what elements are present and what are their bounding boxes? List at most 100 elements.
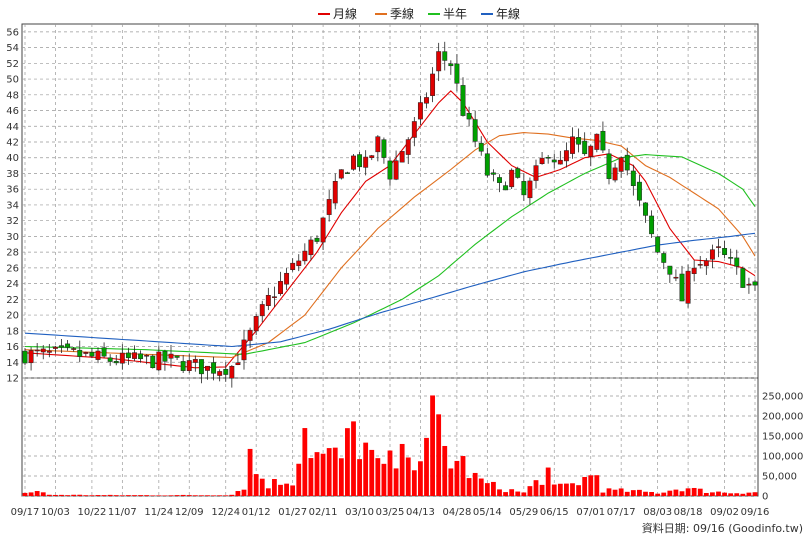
volume-bar (320, 453, 326, 496)
date-tick-label: 03/10 (345, 507, 374, 518)
date-tick-label: 11/24 (144, 507, 173, 518)
volume-bar (71, 494, 77, 496)
volume-bar (308, 458, 314, 496)
date-tick-label: 05/14 (473, 507, 502, 518)
volume-tick-label: 0 (762, 492, 768, 503)
date-tick-label: 06/15 (540, 507, 569, 518)
price-tick-label: 22 (6, 295, 19, 306)
price-tick-label: 16 (6, 342, 19, 353)
date-tick-label: 08/03 (643, 507, 672, 518)
volume-bar (570, 483, 575, 496)
candle-body (344, 172, 350, 174)
volume-bar (290, 485, 296, 496)
candle-body (180, 361, 186, 371)
volume-bars (22, 395, 758, 496)
volume-bar (156, 495, 162, 496)
volume-bar (405, 457, 411, 496)
candle-body (351, 155, 356, 170)
volume-bar (338, 458, 344, 496)
volume-bar (302, 428, 308, 496)
candle-body (132, 352, 137, 359)
volume-bar (278, 484, 283, 496)
price-tick-label: 56 (6, 27, 19, 38)
date-tick-label: 11/07 (108, 507, 137, 518)
volume-tick-label: 150,000 (762, 432, 803, 443)
volume-bar (576, 485, 581, 496)
volume-bar (582, 477, 588, 496)
candle-body (65, 343, 71, 348)
volume-bar (351, 421, 356, 496)
candle-body (752, 281, 758, 286)
candle-body (503, 185, 509, 191)
volume-bar (521, 492, 527, 496)
candle-body (436, 51, 442, 72)
volume-bar (624, 491, 630, 496)
volume-bar (53, 494, 58, 496)
volume-bar (533, 480, 539, 496)
volume-bar (89, 495, 95, 496)
candle-body (326, 199, 332, 215)
candle-body (709, 249, 715, 260)
ma-line-年線 (24, 232, 756, 348)
volume-bar (430, 395, 435, 496)
price-tick-label: 24 (6, 279, 19, 290)
candle-body (643, 202, 648, 216)
volume-bar (144, 495, 150, 496)
candle-body (83, 352, 89, 354)
candle-body (411, 121, 417, 138)
volume-bar (265, 488, 271, 496)
volume-bar (162, 495, 168, 496)
volume-bar (649, 492, 654, 496)
candle-body (174, 355, 180, 358)
price-tick-label: 30 (6, 232, 19, 243)
volume-bar (728, 493, 734, 496)
volume-bar (326, 448, 332, 496)
candle-body (265, 295, 271, 306)
candle-body (144, 355, 150, 357)
candle-body (551, 159, 557, 163)
volume-bar (679, 491, 685, 496)
candle-body (357, 154, 363, 168)
candle-body (655, 236, 661, 253)
candle-body (424, 97, 429, 104)
date-tick-label: 02/11 (309, 507, 338, 518)
date-tick-label: 03/25 (376, 507, 405, 518)
volume-bar (363, 442, 369, 496)
axis-labels: 12 14 16 18 20 22 24 26 28 30 32 34 36 38 40 42 44 46 48 50… (6, 27, 803, 518)
volume-bar (424, 437, 429, 496)
volume-bar (667, 490, 673, 496)
legend: 月線 季線 半年 年線 (318, 6, 520, 21)
candle-body (223, 369, 229, 375)
candle-body (399, 151, 405, 163)
volume-bar (716, 491, 721, 496)
volume-bar (539, 484, 545, 496)
price-tick-label: 40 (6, 153, 19, 164)
candle-body (734, 257, 740, 267)
legend-label: 半年 (443, 7, 467, 21)
candle-body (606, 153, 612, 179)
price-tick-label: 38 (6, 169, 19, 180)
candle-body (649, 215, 655, 235)
candle-body (472, 119, 478, 142)
candle-body (113, 361, 119, 364)
candle-body (600, 130, 606, 151)
candle-body (618, 157, 624, 172)
legend-label: 月線 (333, 6, 357, 21)
candle-body (588, 145, 594, 157)
volume-bar (497, 489, 502, 496)
date-tick-label: 10/22 (78, 507, 107, 518)
candle-body (71, 348, 77, 350)
volume-bar (600, 492, 606, 496)
price-tick-label: 42 (6, 138, 19, 149)
volume-bar (478, 478, 484, 496)
volume-tick-label: 250,000 (762, 392, 803, 403)
candle-body (259, 304, 265, 317)
candle-body (636, 181, 642, 201)
date-tick-label: 12/09 (175, 507, 204, 518)
price-tick-label: 44 (6, 122, 19, 133)
volume-bar (357, 459, 362, 496)
volume-bar (564, 483, 569, 496)
candle-body (460, 85, 466, 116)
candle-body (284, 272, 290, 285)
